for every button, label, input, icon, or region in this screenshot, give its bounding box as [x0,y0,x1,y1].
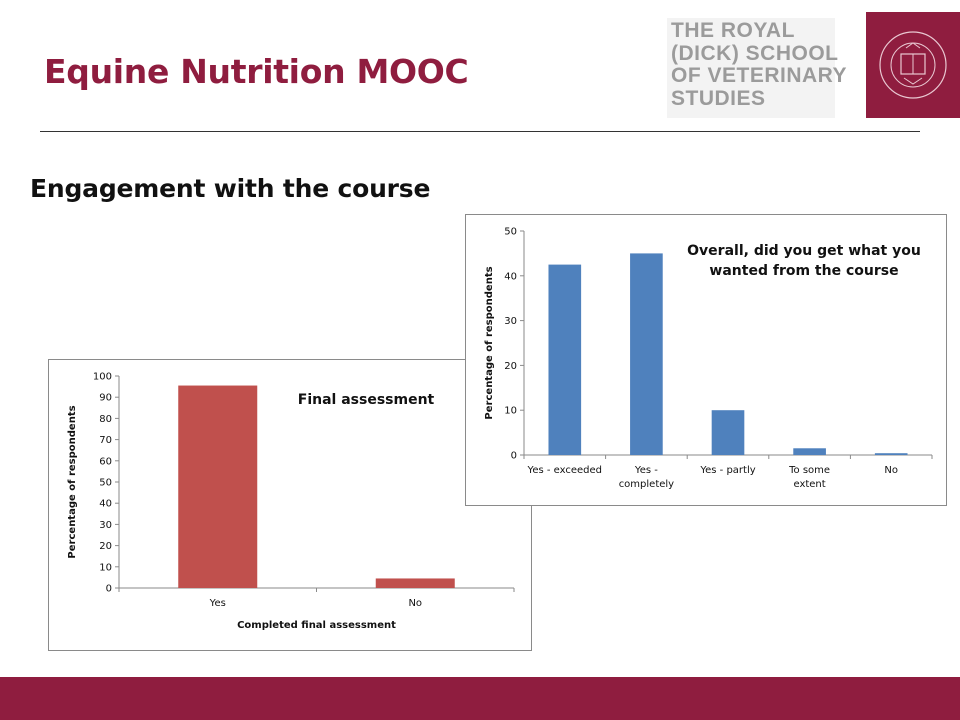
university-seal-logo [866,12,960,118]
y-tick-label: 0 [106,584,112,595]
university-seal-icon [879,31,947,99]
x-tick-label: Yes - partly [699,465,755,476]
y-tick-label: 60 [99,456,112,467]
bar [178,385,258,588]
y-tick-label: 10 [99,562,112,573]
x-axis-label: Completed final assessment [237,620,396,631]
y-tick-label: 10 [504,406,517,417]
slide-title: Equine Nutrition MOOC [44,52,469,91]
school-logo: THE ROYAL (DICK) SCHOOL OF VETERINARY ST… [667,18,848,118]
y-tick-label: 0 [511,451,517,462]
bar [630,253,663,455]
y-axis-label: Percentage of respondents [484,266,495,419]
x-tick-label: Yes [209,598,226,609]
bar [548,264,582,455]
slide-subtitle: Engagement with the course [30,174,431,203]
footer-bar [0,677,960,720]
final-assessment-chart: 0 10 20 30 40 50 60 70 80 90 100 Yes No Percentage of… [48,359,532,651]
y-tick-label: 90 [99,393,112,404]
bar [711,410,745,455]
y-tick-label: 70 [99,435,112,446]
bar [874,453,908,455]
y-tick-label: 40 [504,271,517,282]
y-tick-label: 20 [504,361,517,372]
x-tick-label: No [408,598,422,609]
y-tick-label: 50 [99,478,112,489]
bar [793,448,826,455]
y-tick-label: 80 [99,414,112,425]
x-tick-label: Yes -completely [619,465,674,490]
bar [375,578,455,588]
y-tick-label: 100 [93,372,112,383]
school-logo-line: (DICK) SCHOOL [671,41,839,65]
y-tick-label: 20 [99,541,112,552]
school-logo-line: STUDIES [671,86,766,110]
y-tick-label: 40 [99,499,112,510]
satisfaction-chart-svg: 0 10 20 30 40 50 Yes - exceeded Yes -completely… [484,227,933,490]
satisfaction-chart: 0 10 20 30 40 50 Yes - exceeded Yes -completely… [465,214,947,506]
chart-title: Overall, did you get what you wanted from… [687,243,921,279]
chart-title: Final assessment [298,392,435,408]
y-tick-label: 30 [504,316,517,327]
x-tick-label: To some extent [788,465,830,490]
x-tick-label: Yes - exceeded [527,465,602,476]
x-tick-label: No [884,465,898,476]
school-logo-line: OF VETERINARY [671,64,848,87]
school-logo-line: THE ROYAL [671,19,795,42]
title-divider [40,131,920,132]
y-tick-label: 30 [99,520,112,531]
y-tick-label: 50 [504,227,517,238]
y-axis-label: Percentage of respondents [67,405,78,558]
